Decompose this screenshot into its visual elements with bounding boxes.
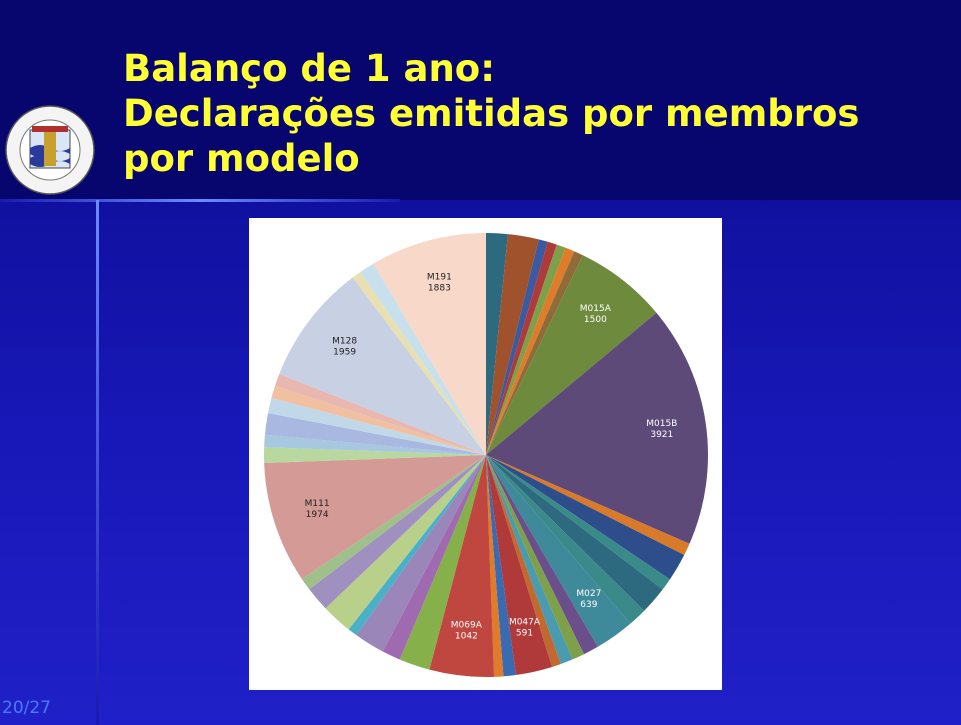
page-number: 20/27 bbox=[2, 698, 51, 718]
pie-slice bbox=[360, 263, 486, 455]
pie-slice bbox=[486, 239, 548, 455]
pie-slice bbox=[486, 455, 663, 611]
pie-slice bbox=[486, 234, 539, 455]
slice-label: M128 bbox=[332, 337, 357, 347]
pie-slice bbox=[486, 247, 575, 455]
slice-value-label: 1500 bbox=[584, 315, 607, 325]
pie-slice bbox=[382, 455, 486, 660]
pie-slice bbox=[399, 455, 486, 670]
pie-slice bbox=[309, 455, 486, 609]
pie-slice bbox=[271, 385, 486, 455]
pie-slice bbox=[486, 312, 708, 544]
logo bbox=[5, 105, 95, 195]
slice-label: M015A bbox=[580, 304, 612, 314]
pie-slice bbox=[486, 244, 566, 455]
divider bbox=[96, 200, 99, 725]
slice-value-label: 1959 bbox=[333, 348, 356, 358]
pie-slice bbox=[486, 455, 553, 675]
pie-slice bbox=[486, 455, 584, 660]
slide-title: Balanço de 1 ano: Declarações emitidas p… bbox=[123, 46, 859, 181]
slice-value-label: 3921 bbox=[650, 430, 673, 440]
pie-slice bbox=[486, 455, 504, 677]
slice-label: M191 bbox=[427, 273, 452, 283]
title-line: Declarações emitidas por membros bbox=[123, 92, 860, 135]
pie-slice bbox=[352, 272, 486, 455]
pie-slice bbox=[486, 455, 631, 647]
pie-slice bbox=[264, 413, 486, 455]
pie-slice bbox=[486, 251, 583, 455]
pie-slice bbox=[373, 233, 486, 455]
pie-slice bbox=[486, 455, 598, 655]
divider bbox=[0, 199, 400, 202]
slice-label: M111 bbox=[305, 499, 330, 509]
pie-slice bbox=[486, 241, 557, 455]
pie-slice bbox=[486, 455, 516, 677]
title-line: por modelo bbox=[123, 137, 360, 180]
pie-slice bbox=[264, 447, 486, 463]
pie-slice bbox=[486, 455, 573, 664]
header-band bbox=[0, 0, 961, 200]
slice-label: M027 bbox=[576, 589, 601, 599]
slice-value-label: 1974 bbox=[306, 510, 329, 520]
pie-slice bbox=[486, 255, 657, 455]
pie-slice bbox=[486, 455, 690, 556]
pie-slice bbox=[301, 455, 486, 590]
title-line: Balanço de 1 ano: bbox=[123, 47, 496, 90]
pie-slice bbox=[267, 397, 486, 455]
slice-value-label: 591 bbox=[516, 628, 533, 638]
chart-box: M015A 1500 M015B 3921 M027 639 M047A 591 M069A 10… bbox=[249, 218, 722, 690]
pie-slice bbox=[486, 455, 561, 667]
pie-slice bbox=[348, 455, 486, 636]
pie-slice bbox=[275, 374, 486, 455]
pie-slice bbox=[279, 277, 486, 455]
pie-slice bbox=[264, 434, 486, 455]
pie-slice bbox=[486, 455, 685, 580]
pie-slice bbox=[486, 455, 645, 624]
pie-slice bbox=[486, 233, 508, 455]
pie-slice bbox=[429, 455, 495, 677]
pie-slice bbox=[325, 455, 486, 630]
pie-slice bbox=[486, 455, 670, 590]
slice-label: M047A bbox=[509, 617, 541, 627]
slice-label: M015B bbox=[646, 419, 677, 429]
slice-label: M069A bbox=[451, 621, 483, 631]
slice-value-label: 1042 bbox=[455, 632, 478, 642]
slice-value-label: 639 bbox=[580, 600, 597, 610]
pie-slice bbox=[264, 455, 486, 580]
pie-slice bbox=[356, 455, 486, 652]
slice-value-label: 1883 bbox=[428, 284, 451, 294]
